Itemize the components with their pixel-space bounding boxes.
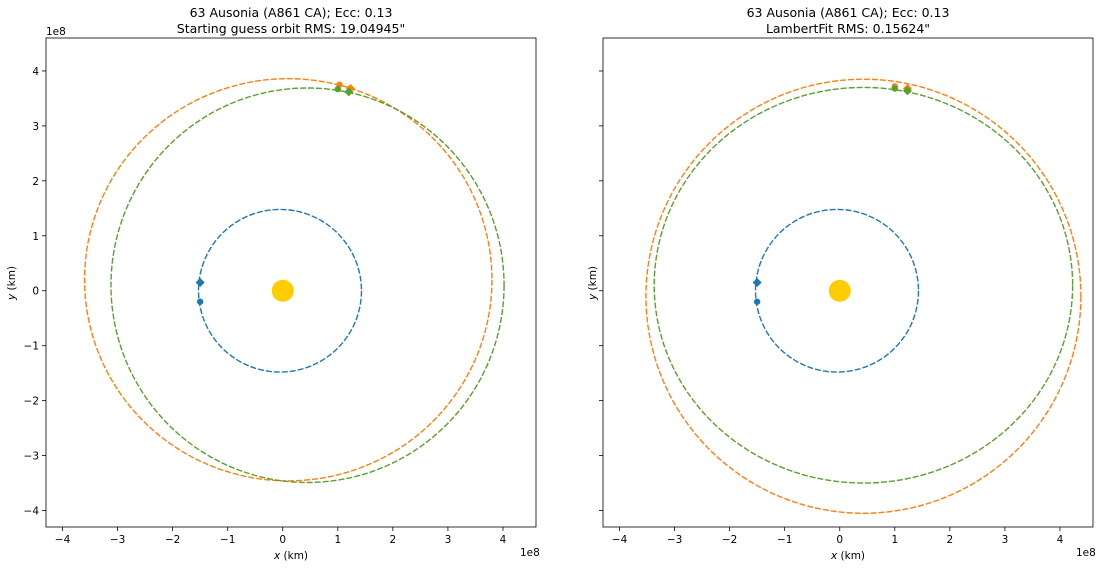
right-x-tick-label: 4	[1057, 534, 1064, 546]
left-y-tick-label: 0	[32, 286, 39, 298]
right-sun-marker	[829, 280, 851, 302]
left-y-tick-label: −3	[24, 451, 39, 463]
right-x-tick-label: 2	[947, 534, 954, 546]
right-y-axis-label: y (km)	[587, 266, 599, 301]
left-y-tick-label: −2	[24, 396, 39, 408]
left-x-tick-label: 3	[445, 534, 452, 546]
left-x-tick-label: −3	[110, 534, 125, 546]
left-y-tick-label: 3	[32, 121, 39, 133]
right-panel: 63 Ausonia (A861 CA); Ecc: 0.13 LambertF…	[587, 5, 1096, 562]
left-x-tick-label: 2	[390, 534, 397, 546]
left-y-tick-label: −4	[24, 506, 40, 518]
left-panel: 63 Ausonia (A861 CA); Ecc: 0.13 Starting…	[6, 5, 540, 562]
right-x-tick-label: −2	[722, 534, 737, 546]
right-x-axis-label: x (km)	[830, 550, 865, 562]
left-plot-frame	[46, 38, 536, 527]
left-x-axis-label: x (km)	[273, 550, 308, 562]
left-marker-dot-1	[197, 299, 203, 305]
left-y-axis-label: y (km)	[6, 266, 18, 301]
right-marker-dot-1	[754, 299, 760, 305]
right-x-tick-label: −1	[777, 534, 792, 546]
right-x-exponent: 1e8	[1076, 547, 1096, 559]
right-marker-dot-4	[892, 85, 898, 91]
left-x-tick-label: −1	[220, 534, 235, 546]
right-x-tick-label: 0	[836, 534, 843, 546]
right-x-tick-label: 3	[1002, 534, 1009, 546]
left-y-tick-label: −1	[24, 341, 39, 353]
right-x-tick-label: −3	[667, 534, 682, 546]
left-x-tick-label: 1	[334, 534, 341, 546]
left-x-tick-label: 4	[500, 534, 507, 546]
left-marker-dot-4	[335, 86, 341, 92]
left-plot-area: −4 −3 −2 −1 0 1 2 3 4 −4 −3 −2 −1 0 1 2 3 4	[24, 38, 536, 546]
left-title-line2: Starting guess orbit RMS: 19.04945"	[177, 21, 405, 36]
left-x-tick-label: 0	[279, 534, 286, 546]
left-sun-marker	[272, 280, 294, 302]
right-plot-area: −4 −3 −2 −1 0 1 2 3 4	[599, 38, 1093, 546]
right-title-line1: 63 Ausonia (A861 CA); Ecc: 0.13	[747, 5, 950, 20]
left-x-tick-label: −2	[165, 534, 180, 546]
right-x-tick-label: −4	[612, 534, 628, 546]
left-y-exponent: 1e8	[46, 26, 66, 38]
left-y-tick-label: 2	[32, 176, 39, 188]
left-y-tick-label: 4	[32, 66, 39, 78]
left-x-tick-label: −4	[55, 534, 71, 546]
left-title-line1: 63 Ausonia (A861 CA); Ecc: 0.13	[190, 5, 393, 20]
left-x-exponent: 1e8	[520, 547, 540, 559]
right-title-line2: LambertFit RMS: 0.15624"	[766, 21, 930, 36]
right-plot-frame	[603, 38, 1093, 527]
right-x-tick-label: 1	[891, 534, 898, 546]
left-y-tick-label: 1	[32, 231, 39, 243]
